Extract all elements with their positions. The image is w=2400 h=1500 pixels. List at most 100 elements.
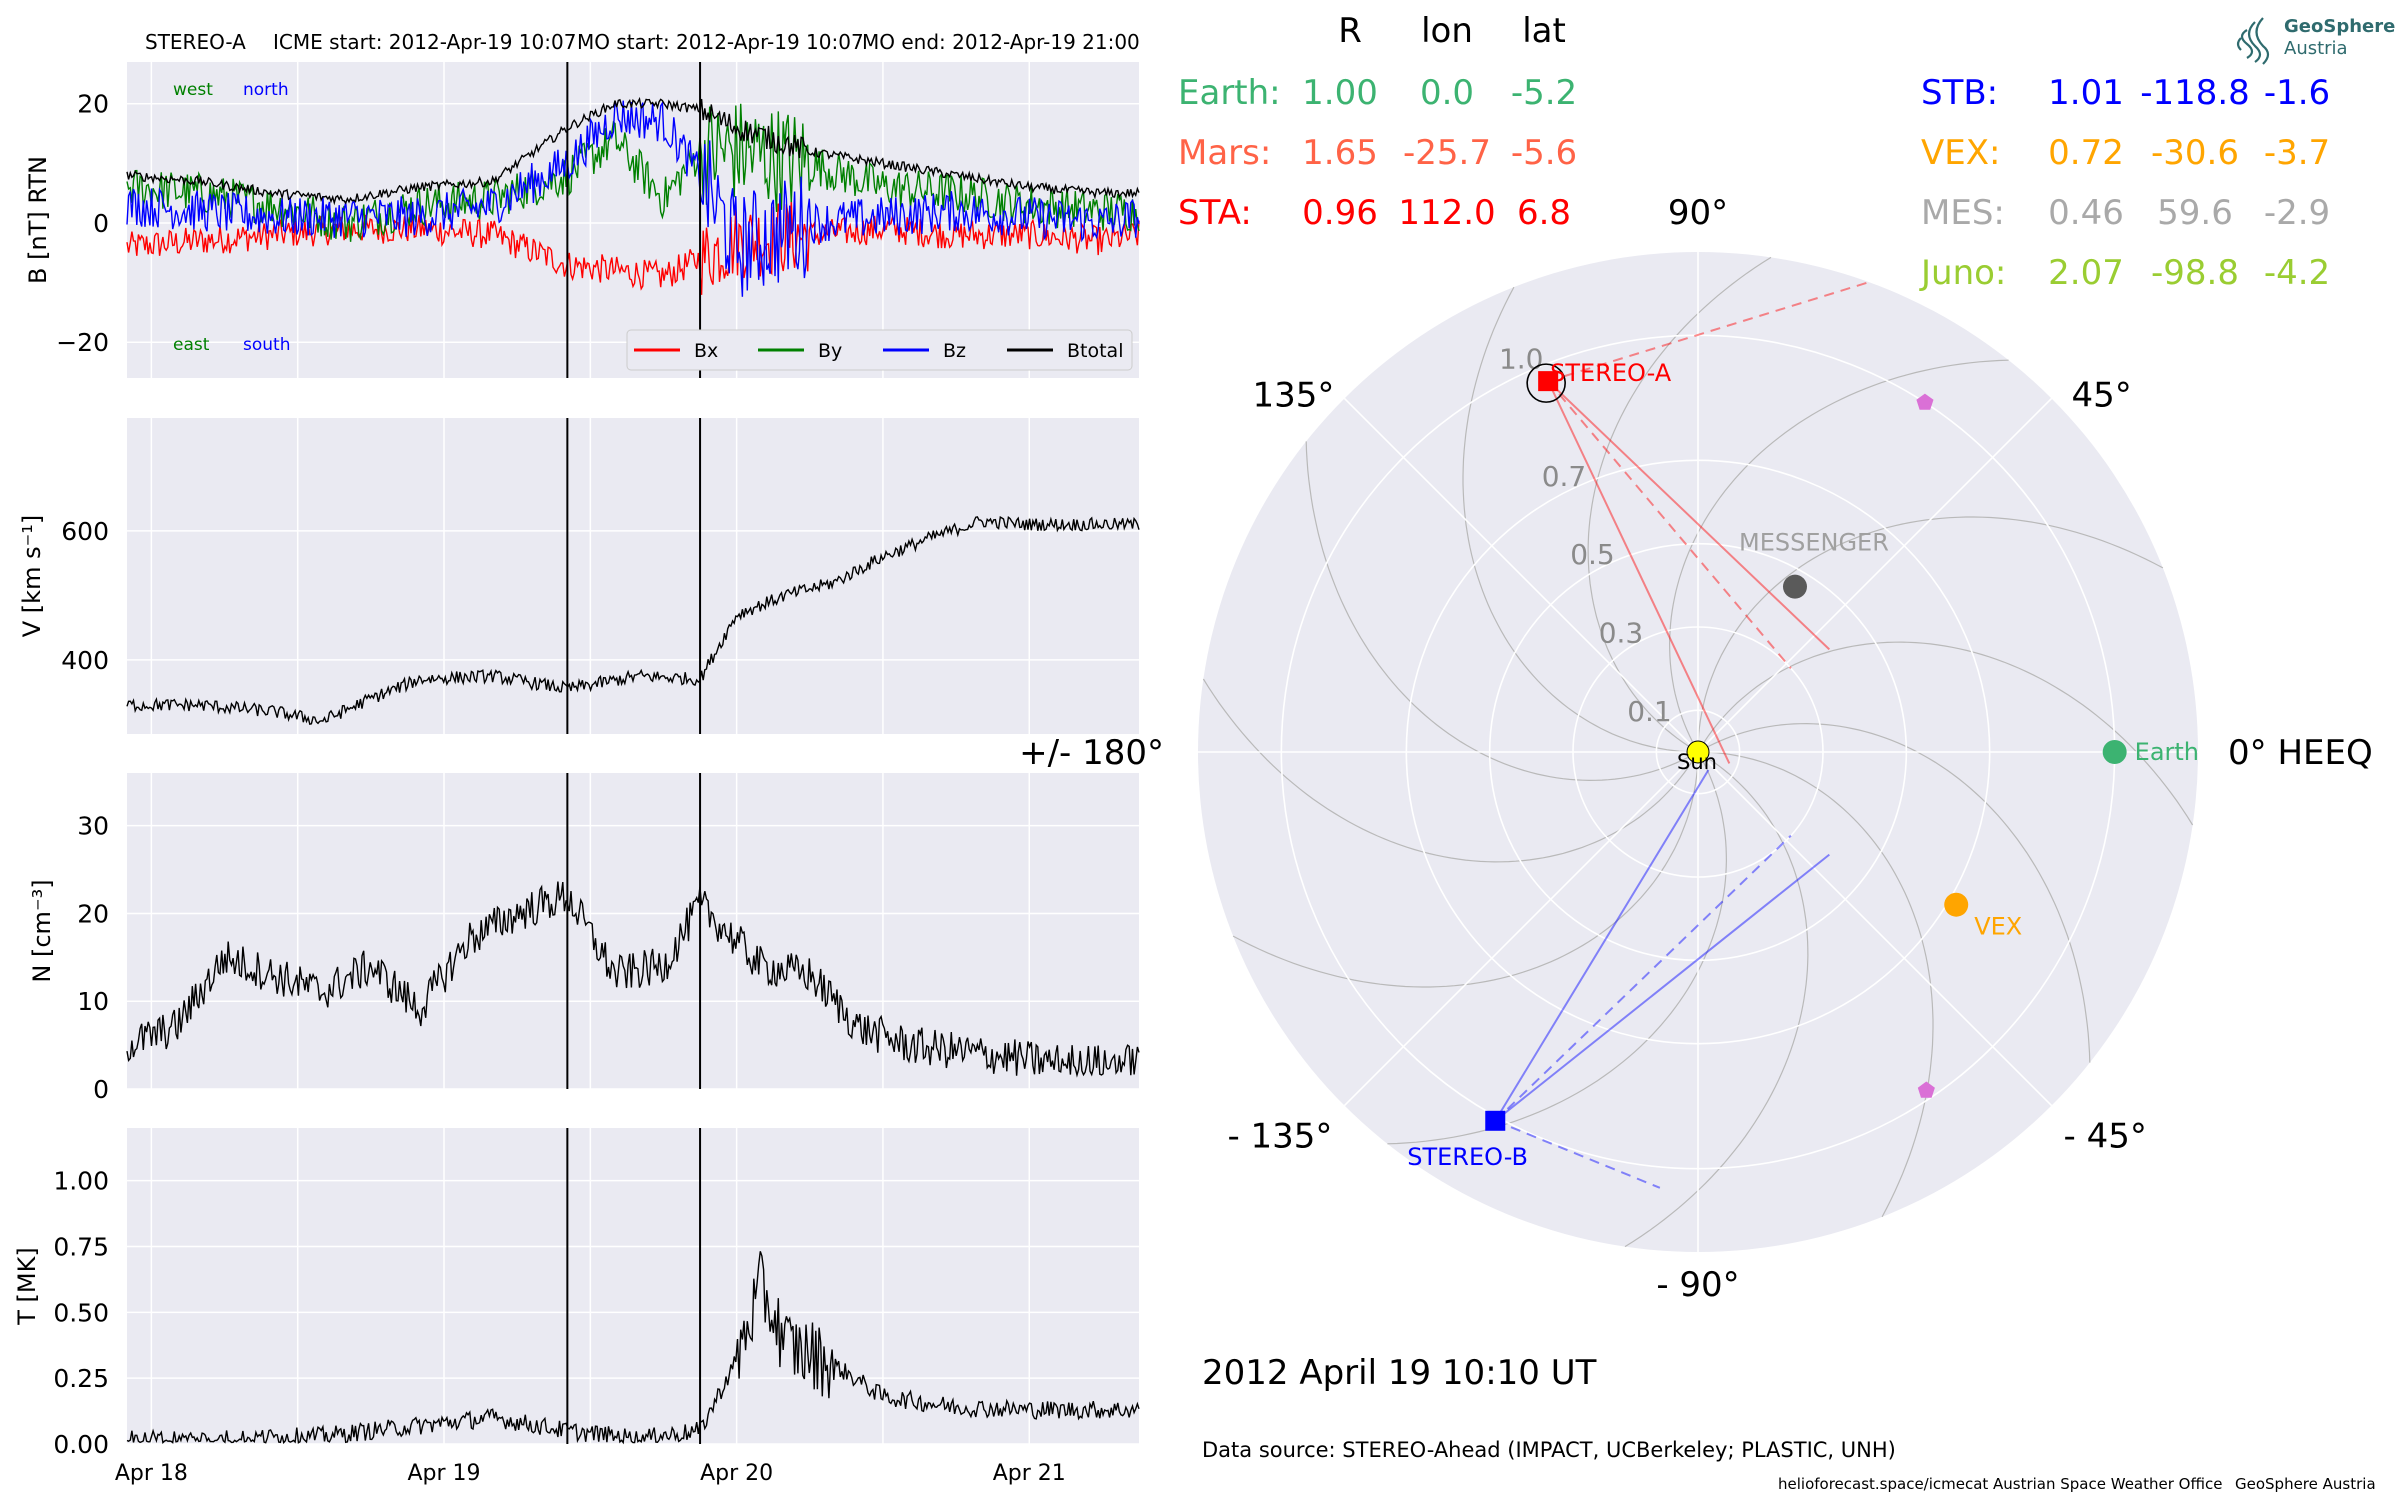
legend-box <box>626 329 1133 371</box>
icme-start: ICME start: 2012-Apr-19 10:07 <box>273 30 576 54</box>
logo-line-2: Austria <box>2284 38 2348 59</box>
y-tick-label: 20 <box>77 899 109 928</box>
y-tick-label: 0 <box>93 209 109 238</box>
observer-beam-line <box>1494 769 1710 1122</box>
column-header-lon: lon <box>1421 11 1473 51</box>
position-value-r: 0.96 <box>1302 193 1378 233</box>
annotation-north: north <box>243 80 289 100</box>
series-line-btotal <box>126 96 1140 206</box>
position-row-label: Earth: <box>1178 73 1281 113</box>
observer-beam-line <box>1547 380 1792 670</box>
position-row-label: STB: <box>1921 73 1998 113</box>
y-tick-label: −20 <box>56 328 109 357</box>
observer-beam-line <box>1547 281 1870 383</box>
radial-tick-label: 0.1 <box>1627 695 1672 728</box>
radial-tick-label: 0.7 <box>1542 460 1587 493</box>
y-tick-label: 0.00 <box>53 1430 109 1459</box>
y-axis-label-n: N [cm⁻³] <box>28 879 56 982</box>
polar-angle-label: +/- 180° <box>1019 733 1164 773</box>
polar-angle-label: - 45° <box>2064 1117 2147 1157</box>
polar-angle-label: 0° HEEQ <box>2228 733 2373 773</box>
position-value-r: 1.00 <box>1302 73 1378 113</box>
x-tick-label: Apr 18 <box>115 1461 188 1486</box>
position-value-lon: -118.8 <box>2140 73 2250 113</box>
legend-label-btotal: Btotal <box>1067 340 1123 362</box>
legend-label-by: By <box>818 340 842 362</box>
y-tick-label: 0.50 <box>53 1298 109 1327</box>
series-line-bz <box>126 100 1140 297</box>
observer-beam-line <box>1547 380 1731 764</box>
y-axis-label-t: T [MK] <box>13 1247 41 1325</box>
position-value-r: 1.01 <box>2048 73 2124 113</box>
mo-start: MO start: 2012-Apr-19 10:07 <box>577 30 864 54</box>
y-tick-label: 0.25 <box>53 1364 109 1393</box>
series-line-bx <box>126 200 1140 295</box>
temperature-panel: 0.00 0.25 0.50 0.75 1.00 Apr 18 Apr 19 Apr 20 A… <box>13 1128 1140 1486</box>
polar-grid-spoke <box>1343 397 1699 753</box>
observer-beam-line <box>1494 1119 1661 1189</box>
position-value-lat: -3.7 <box>2264 133 2330 173</box>
magnetic-field-panel: west north east south Bx By Bz Btotal −2… <box>24 62 1140 378</box>
spacecraft-title: STEREO-A <box>145 30 246 54</box>
position-value-lat: 6.8 <box>1517 193 1571 233</box>
position-value-lat: -5.2 <box>1511 73 1577 113</box>
radial-tick-label: 0.3 <box>1599 617 1644 650</box>
stereo-a-highlight-circle <box>1526 363 1566 403</box>
logo-line-1: GeoSphere <box>2284 16 2395 37</box>
timeseries-header: STEREO-A ICME start: 2012-Apr-19 10:07 M… <box>145 30 1140 54</box>
stereo-b-marker <box>1485 1110 1506 1131</box>
y-tick-label: 600 <box>61 517 109 546</box>
sun-marker <box>1686 740 1710 764</box>
data-source: Data source: STEREO-Ahead (IMPACT, UCBer… <box>1202 1438 1896 1462</box>
sun-label: Sun <box>1677 750 1717 774</box>
stereo-a-label: STEREO-A <box>1550 359 1672 387</box>
density-panel: 0 10 20 30 N [cm⁻³] <box>28 773 1140 1104</box>
position-value-r: 0.46 <box>2048 193 2124 233</box>
annotation-south: south <box>243 335 290 355</box>
stereo-b-label: STEREO-B <box>1407 1143 1528 1171</box>
observer-beam-line <box>1547 380 1831 651</box>
series-line-n <box>126 881 1140 1078</box>
footer-site: helioforecast.space/icmecat <box>1778 1475 1988 1493</box>
panel-background <box>127 1128 1139 1444</box>
polar-angle-label: 45° <box>2072 375 2132 415</box>
series-line-v <box>126 515 1140 726</box>
position-value-lon: 59.6 <box>2157 193 2233 233</box>
column-header-r: R <box>1338 11 1362 51</box>
position-value-lon: 0.0 <box>1420 73 1474 113</box>
annotation-east: east <box>173 335 210 355</box>
mo-end: MO end: 2012-Apr-19 21:00 <box>862 30 1140 54</box>
position-value-r: 2.07 <box>2048 253 2124 293</box>
stereo-a-marker <box>1538 371 1559 392</box>
y-tick-label: 30 <box>77 812 109 841</box>
legend-label-bz: Bz <box>943 340 966 362</box>
position-row-label: MES: <box>1921 193 2005 233</box>
vex-marker <box>1944 892 1969 917</box>
position-row-label: Juno: <box>1919 253 2006 293</box>
y-tick-label: 0.75 <box>53 1233 109 1262</box>
legend: Bx By Bz Btotal <box>626 329 1133 371</box>
logo-mark-icon <box>2236 17 2270 65</box>
earth-label: Earth <box>2135 738 2199 766</box>
datetime-label: 2012 April 19 10:10 UT <box>1202 1353 1597 1393</box>
polar-plot: 0.1 0.3 0.5 0.7 1.0 STEREO-A STEREO-B Earth VEX… <box>1019 193 2373 1305</box>
x-tick-label: Apr 20 <box>700 1461 773 1486</box>
radial-tick-label: 0.5 <box>1570 538 1615 571</box>
y-tick-label: 1.00 <box>53 1167 109 1196</box>
messenger-label: MESSENGER <box>1739 529 1889 557</box>
vex-label: VEX <box>1974 913 2022 941</box>
messenger-marker <box>1782 574 1807 599</box>
polar-angle-label: 135° <box>1253 375 1335 415</box>
y-tick-label: 400 <box>61 646 109 675</box>
position-value-lat: -1.6 <box>2264 73 2330 113</box>
annotation-west: west <box>173 80 213 100</box>
position-row-label: VEX: <box>1921 133 2001 173</box>
observer-beam-line <box>1494 834 1792 1122</box>
polar-grid-spoke <box>1343 751 1699 1107</box>
column-header-lat: lat <box>1522 11 1566 51</box>
footer: helioforecast.space/icmecat Austrian Spa… <box>1778 1475 2376 1493</box>
y-axis-label-v: V [km s⁻¹] <box>18 515 46 637</box>
position-value-r: 1.65 <box>1302 133 1378 173</box>
pentagon-2-marker <box>1917 1081 1935 1098</box>
panel-background <box>127 418 1139 734</box>
